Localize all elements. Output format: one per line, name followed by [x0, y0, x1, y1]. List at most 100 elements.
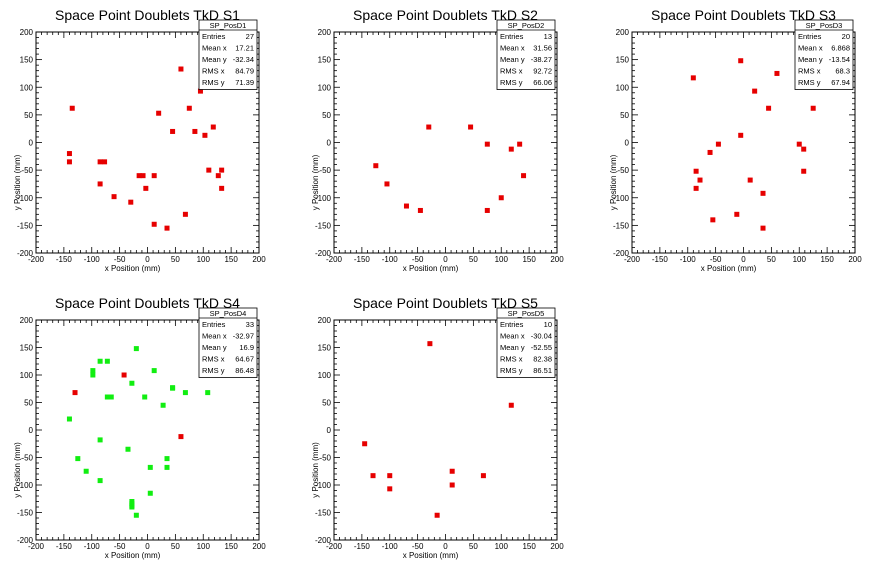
data-point	[66, 159, 72, 165]
x-tick-label: -100	[382, 542, 399, 551]
stats-box: SP_PosD4 Entries 33 Mean x -32.97 Mean y 16.9 R…	[198, 307, 258, 378]
data-point	[693, 168, 699, 174]
data-point	[508, 402, 514, 408]
y-tick-label: -150	[17, 509, 34, 518]
data-point	[373, 163, 379, 169]
data-point	[125, 446, 131, 452]
stats-box-name: SP_PosD4	[210, 309, 247, 318]
data-point	[128, 199, 134, 205]
data-point	[97, 159, 103, 165]
y-tick-label: 0	[625, 139, 630, 148]
data-point	[498, 195, 504, 201]
x-tick-label: -100	[84, 542, 101, 551]
data-point	[205, 390, 211, 396]
stats-label: RMS y	[202, 366, 225, 375]
data-point	[186, 105, 192, 111]
x-tick-label: 100	[495, 542, 509, 551]
plot-title: Space Point Doublets TkD S1	[55, 7, 240, 23]
data-point	[521, 173, 527, 179]
stats-value: 16.9	[239, 343, 254, 352]
data-point	[715, 141, 721, 147]
y-axis-label: y Position (mm)	[13, 154, 22, 210]
scatter-panel-2: Space Point Doublets TkD S2 -200 -150 -100 -…	[311, 7, 564, 273]
data-point	[170, 385, 176, 391]
stats-label: Mean x	[500, 332, 525, 341]
data-point	[111, 194, 117, 200]
x-tick-label: 100	[793, 255, 807, 264]
stats-label: RMS y	[798, 78, 821, 87]
y-tick-label: 200	[20, 316, 34, 325]
x-tick-label: 100	[495, 255, 509, 264]
y-tick-label: -100	[315, 194, 332, 203]
stats-value: 92.72	[533, 67, 552, 76]
scatter-panel-5: Space Point Doublets TkD S5 -200 -150 -100 -…	[311, 295, 564, 560]
data-point	[129, 504, 135, 510]
data-point	[387, 486, 393, 492]
y-tick-label: 50	[322, 399, 331, 408]
data-point	[133, 346, 139, 352]
x-tick-label: -150	[56, 255, 73, 264]
stats-box-name: SP_PosD2	[508, 21, 545, 30]
data-point	[219, 167, 225, 173]
x-axis-label: x Position (mm)	[105, 551, 161, 560]
y-tick-label: -100	[315, 481, 332, 490]
x-tick-label: 150	[820, 255, 834, 264]
stats-value: -38.27	[531, 55, 552, 64]
stats-value: -32.97	[233, 332, 254, 341]
x-tick-label: -50	[412, 542, 424, 551]
stats-value: 13	[544, 32, 552, 41]
stats-value: 86.51	[533, 366, 552, 375]
y-tick-label: 150	[616, 56, 630, 65]
data-point	[370, 473, 376, 479]
data-point	[449, 468, 455, 474]
stats-box-frame	[496, 19, 556, 90]
stats-label: Mean y	[202, 343, 227, 352]
data-point	[210, 124, 216, 130]
data-point	[83, 468, 89, 474]
data-point	[97, 181, 103, 187]
y-tick-label: 150	[20, 344, 34, 353]
stats-label: Mean y	[500, 343, 525, 352]
stats-label: RMS x	[500, 355, 523, 364]
data-point	[403, 203, 409, 209]
x-tick-label: 0	[741, 255, 746, 264]
stats-label: Mean y	[798, 55, 823, 64]
data-point	[387, 473, 393, 479]
x-tick-label: 50	[767, 255, 776, 264]
y-axis-label: y Position (mm)	[13, 442, 22, 498]
y-tick-label: -50	[617, 166, 629, 175]
data-point	[90, 368, 96, 374]
x-tick-label: 0	[443, 542, 448, 551]
data-point	[108, 394, 114, 400]
data-point	[151, 368, 157, 374]
data-point	[426, 124, 432, 130]
data-point	[97, 478, 103, 484]
plot-title: Space Point Doublets TkD S3	[651, 7, 836, 23]
y-tick-label: -50	[319, 454, 331, 463]
y-tick-label: -50	[319, 166, 331, 175]
x-tick-label: 150	[522, 255, 536, 264]
scatter-panel-4: Space Point Doublets TkD S4 -200 -150 -100 -…	[13, 295, 266, 560]
x-tick-label: 50	[469, 255, 478, 264]
stats-label: Entries	[798, 32, 822, 41]
stats-label: Mean x	[500, 44, 525, 53]
x-tick-label: -150	[652, 255, 669, 264]
data-point	[129, 380, 135, 386]
data-point	[178, 66, 184, 72]
stats-box: SP_PosD5 Entries 10 Mean x -30.04 Mean y -52.5…	[496, 307, 556, 378]
x-tick-label: -100	[382, 255, 399, 264]
data-point	[690, 75, 696, 81]
data-point	[760, 190, 766, 196]
data-point	[164, 225, 170, 231]
stats-box-frame	[794, 19, 854, 90]
y-tick-label: -100	[613, 194, 630, 203]
x-tick-label: 0	[145, 542, 150, 551]
y-tick-label: 150	[20, 56, 34, 65]
x-axis-label: x Position (mm)	[105, 264, 161, 273]
x-tick-label: 200	[550, 542, 564, 551]
data-point	[738, 58, 744, 64]
data-point	[707, 149, 713, 155]
y-tick-label: -50	[21, 454, 33, 463]
plot-title: Space Point Doublets TkD S5	[353, 295, 538, 311]
